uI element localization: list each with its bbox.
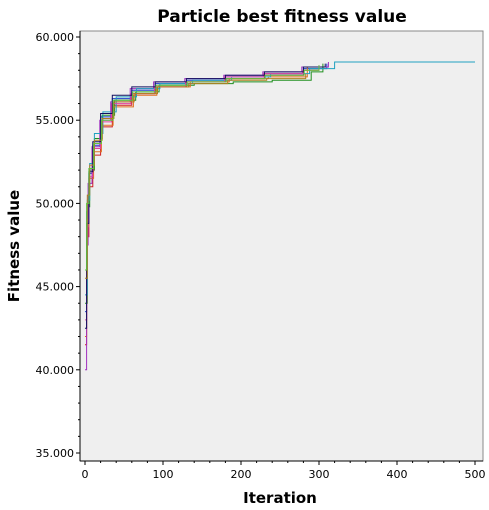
particle-series-line [85, 73, 307, 279]
x-tick-label: 400 [387, 468, 408, 481]
x-tick-label: 500 [465, 468, 486, 481]
y-tick-label: 55.000 [36, 114, 75, 127]
x-tick-label: 100 [153, 468, 174, 481]
chart-title: Particle best fitness value [157, 7, 407, 27]
y-tick-label: 40.000 [36, 364, 75, 377]
y-tick-label: 50.000 [36, 197, 75, 210]
y-tick-label: 45.000 [36, 281, 75, 294]
plot-area [79, 30, 484, 462]
y-axis-title: Fitness value [5, 190, 23, 302]
particle-series-line [85, 65, 320, 271]
x-tick-label: 0 [82, 468, 89, 481]
x-axis-ticks: 0 100 200 300 400 500 [82, 461, 486, 481]
series-lines [85, 61, 475, 371]
y-tick-label: 35.000 [36, 447, 75, 460]
particle-series-line [85, 62, 329, 371]
x-tick-label: 200 [231, 468, 252, 481]
x-tick-label: 300 [309, 468, 330, 481]
x-axis-title: Iteration [243, 489, 317, 507]
y-tick-label: 60.000 [36, 31, 75, 44]
y-axis-ticks: 35.000 40.000 45.000 50.000 55.000 60.000 [36, 31, 80, 460]
